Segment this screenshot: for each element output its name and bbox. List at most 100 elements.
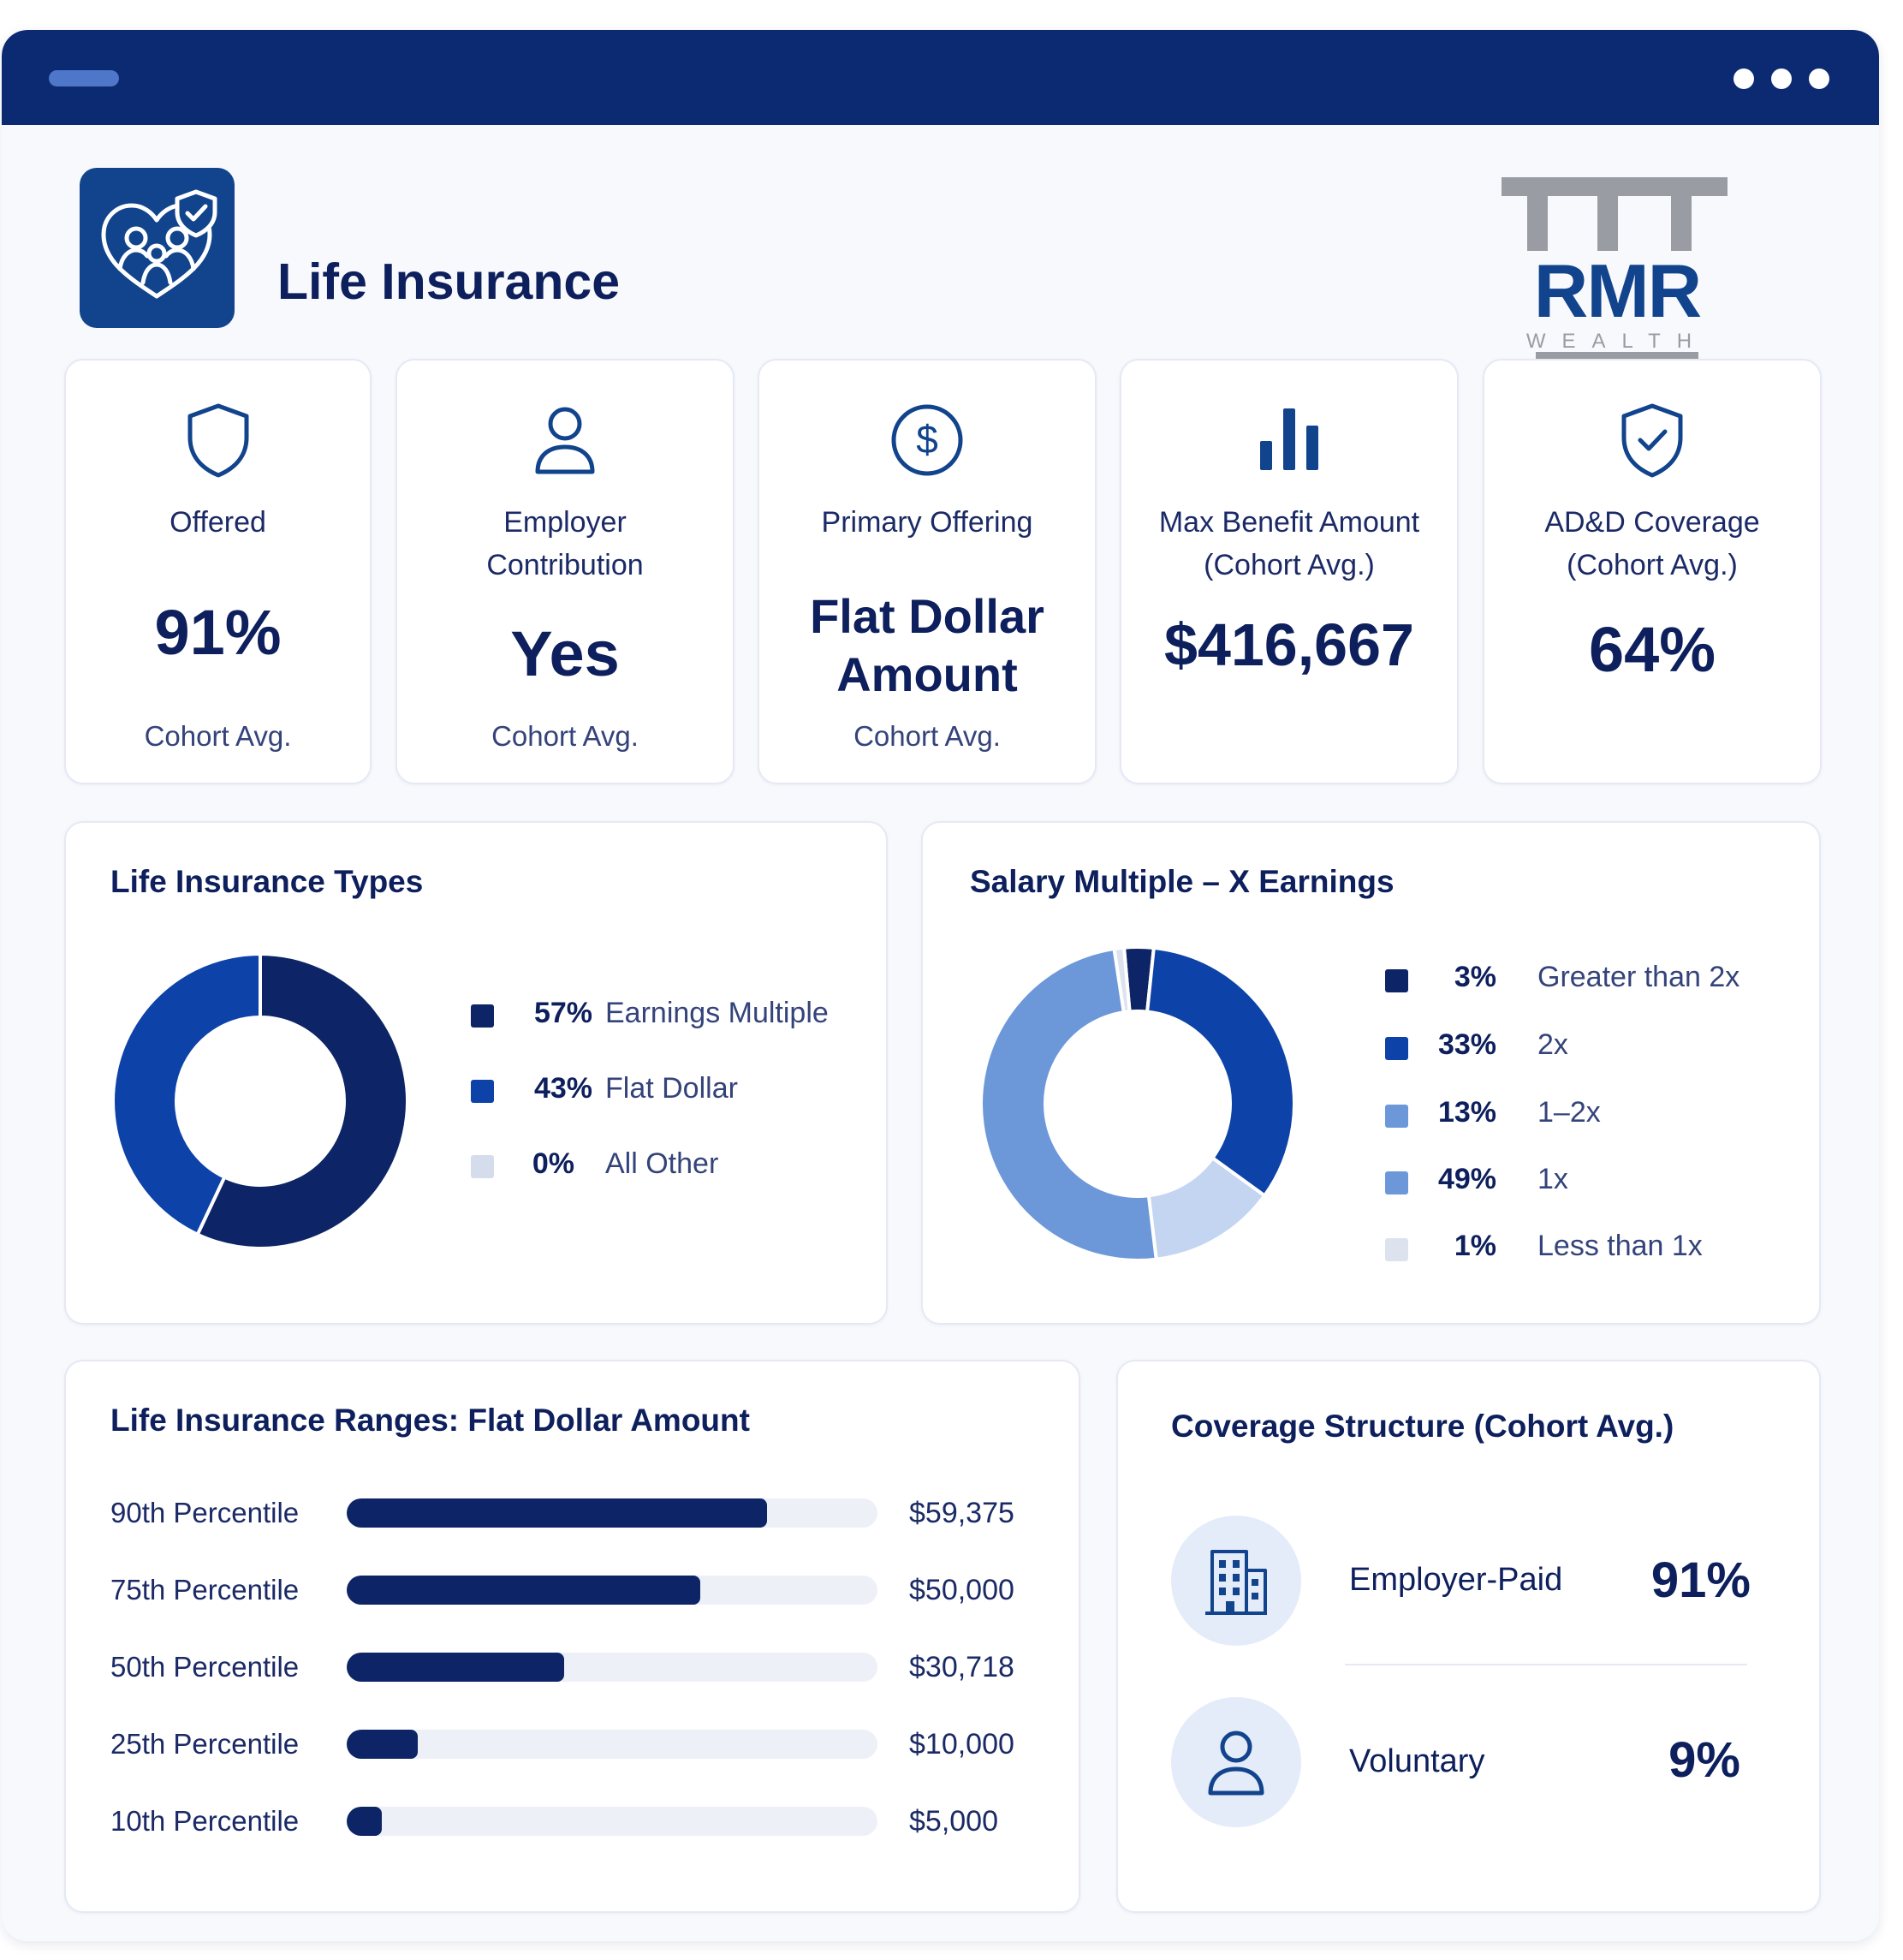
life-insurance-app-icon bbox=[80, 168, 235, 328]
stat-value: Flat Dollar Amount bbox=[810, 589, 1044, 701]
legend-swatch-1x bbox=[1385, 1171, 1408, 1194]
legend-swatch-flat-dollar bbox=[471, 1080, 494, 1103]
range-bar bbox=[347, 1730, 418, 1759]
shield-check-icon bbox=[1621, 403, 1683, 478]
stat-value: $416,667 bbox=[1164, 611, 1414, 678]
window-dot-2[interactable] bbox=[1771, 69, 1792, 89]
shield-icon bbox=[187, 403, 248, 478]
person-icon bbox=[535, 407, 595, 474]
range-bar-track bbox=[347, 1730, 877, 1759]
legend-swatch-earnings-multiple bbox=[471, 1004, 494, 1028]
salary-multiple-panel: Salary Multiple – X Earnings 3% Greater … bbox=[921, 821, 1821, 1325]
coverage-divider bbox=[1345, 1664, 1747, 1665]
legend-swatch-less-than-1x bbox=[1385, 1238, 1408, 1261]
legend-label: 1x bbox=[1537, 1163, 1568, 1195]
stat-card-employer-contribution: Employer Contribution Yes Cohort Avg. bbox=[395, 359, 734, 784]
range-value: $10,000 bbox=[909, 1728, 1014, 1760]
stat-value: Yes bbox=[510, 618, 620, 689]
bar-chart-icon bbox=[1260, 408, 1318, 470]
dollar-circle-icon: $ bbox=[891, 404, 963, 476]
coverage-structure-panel: Coverage Structure (Cohort Avg.) Employe… bbox=[1116, 1360, 1821, 1913]
stat-value: 91% bbox=[154, 597, 282, 668]
stat-subtext: Cohort Avg. bbox=[491, 720, 639, 752]
legend-swatch-greater-than-2x bbox=[1385, 969, 1408, 992]
legend-percent: 43% bbox=[533, 1072, 592, 1105]
dashboard-window: Life Insurance RMR WEALTH Offered 91% Co… bbox=[2, 30, 1879, 1941]
legend-percent: 13% bbox=[1437, 1096, 1496, 1129]
page-title: Life Insurance bbox=[277, 253, 621, 310]
coverage-label: Voluntary bbox=[1349, 1743, 1485, 1779]
stat-card-offered: Offered 91% Cohort Avg. bbox=[64, 359, 372, 784]
voluntary-icon-badge bbox=[1171, 1697, 1301, 1827]
stat-card-add-coverage: AD&D Coverage (Cohort Avg.) 64% bbox=[1483, 359, 1822, 784]
life-insurance-types-panel: Life Insurance Types 57% Earnings Multip… bbox=[64, 821, 888, 1325]
stat-card-primary-offering: $ Primary Offering Flat Dollar Amount Co… bbox=[758, 359, 1097, 784]
salary-multiple-donut bbox=[979, 945, 1296, 1262]
range-bar-track bbox=[347, 1653, 877, 1682]
window-dot-1[interactable] bbox=[1734, 69, 1754, 89]
legend-swatch-1-2x bbox=[1385, 1105, 1408, 1128]
life-insurance-types-donut bbox=[111, 951, 409, 1250]
range-bar-track bbox=[347, 1807, 877, 1836]
coverage-value: 91% bbox=[1650, 1552, 1751, 1608]
range-label: 50th Percentile bbox=[110, 1651, 300, 1683]
svg-text:$: $ bbox=[916, 417, 938, 462]
legend-label: Greater than 2x bbox=[1537, 961, 1740, 993]
stat-label: AD&D Coverage (Cohort Avg.) bbox=[1544, 506, 1760, 581]
stat-label: Employer Contribution bbox=[486, 506, 644, 581]
stat-value: 64% bbox=[1588, 614, 1716, 685]
legend-percent: 0% bbox=[532, 1147, 574, 1180]
range-value: $50,000 bbox=[909, 1574, 1014, 1606]
flat-dollar-ranges-panel: Life Insurance Ranges: Flat Dollar Amoun… bbox=[64, 1360, 1080, 1913]
donut-slice-2x[interactable] bbox=[1145, 945, 1296, 1199]
panel-title: Coverage Structure (Cohort Avg.) bbox=[1171, 1409, 1674, 1444]
legend-percent: 49% bbox=[1437, 1163, 1496, 1195]
heart-family-shield-icon bbox=[101, 189, 217, 299]
panel-title: Salary Multiple – X Earnings bbox=[970, 864, 1395, 899]
stat-label: Offered bbox=[169, 506, 266, 539]
range-label: 75th Percentile bbox=[110, 1574, 300, 1606]
range-value: $59,375 bbox=[909, 1497, 1014, 1529]
range-value: $30,718 bbox=[909, 1651, 1014, 1683]
coverage-value: 9% bbox=[1668, 1732, 1740, 1788]
legend-label: Flat Dollar bbox=[605, 1072, 738, 1105]
window-titlebar bbox=[2, 30, 1879, 125]
rmr-wealth-logo: RMR WEALTH bbox=[1502, 174, 1733, 364]
stat-card-max-benefit: Max Benefit Amount (Cohort Avg.) $416,66… bbox=[1120, 359, 1459, 784]
coverage-label: Employer-Paid bbox=[1349, 1562, 1563, 1598]
panel-title: Life Insurance Ranges: Flat Dollar Amoun… bbox=[110, 1403, 750, 1438]
range-bar bbox=[347, 1576, 701, 1605]
donut-slice-1x[interactable] bbox=[979, 946, 1158, 1262]
person-icon bbox=[1208, 1731, 1264, 1796]
window-handle[interactable] bbox=[49, 70, 119, 86]
range-bar bbox=[347, 1653, 564, 1682]
legend-label: 2x bbox=[1537, 1028, 1568, 1061]
range-label: 25th Percentile bbox=[110, 1728, 300, 1760]
donut-slice-less-than-1x[interactable] bbox=[1112, 945, 1132, 1015]
legend-label: 1–2x bbox=[1537, 1096, 1601, 1129]
legend-percent: 33% bbox=[1437, 1028, 1496, 1061]
donut-slice-earnings-multiple[interactable] bbox=[195, 951, 409, 1250]
legend-label: Earnings Multiple bbox=[605, 997, 829, 1029]
legend-percent: 1% bbox=[1454, 1230, 1496, 1262]
range-label: 90th Percentile bbox=[110, 1497, 300, 1528]
range-label: 10th Percentile bbox=[110, 1805, 300, 1837]
range-bar-track bbox=[347, 1498, 877, 1528]
panel-title: Life Insurance Types bbox=[110, 864, 424, 899]
stat-label: Primary Offering bbox=[821, 506, 1033, 539]
employer-paid-icon-badge bbox=[1171, 1516, 1301, 1646]
svg-text:WEALTH: WEALTH bbox=[1526, 330, 1708, 353]
donut-slice-flat-dollar[interactable] bbox=[111, 951, 262, 1237]
range-bar bbox=[347, 1498, 767, 1528]
legend-swatch-2x bbox=[1385, 1037, 1408, 1060]
legend-percent: 57% bbox=[533, 997, 592, 1029]
building-icon bbox=[1205, 1550, 1267, 1615]
stat-label: Max Benefit Amount (Cohort Avg.) bbox=[1158, 506, 1420, 581]
range-bar-track bbox=[347, 1576, 877, 1605]
legend-percent: 3% bbox=[1454, 961, 1496, 993]
window-dot-3[interactable] bbox=[1809, 69, 1829, 89]
range-value: $5,000 bbox=[909, 1805, 998, 1838]
svg-text:RMR: RMR bbox=[1534, 248, 1701, 333]
range-bar bbox=[347, 1807, 383, 1836]
legend-label: Less than 1x bbox=[1537, 1230, 1703, 1262]
